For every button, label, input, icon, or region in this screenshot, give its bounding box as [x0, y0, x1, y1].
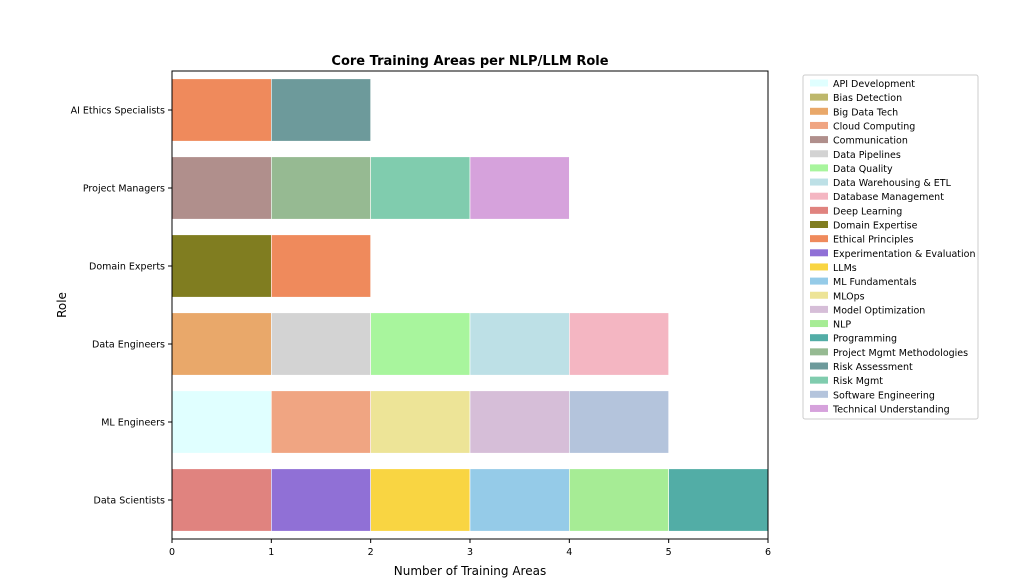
legend-swatch — [810, 277, 828, 285]
bar-data-engineers-data-pipelines — [271, 312, 371, 376]
legend-label: Domain Expertise — [833, 221, 918, 232]
legend-swatch — [810, 235, 828, 243]
bar-ml-engineers-software-engineering — [569, 390, 669, 454]
bar-ml-engineers-mlops — [370, 390, 471, 454]
x-axis-label: Number of Training Areas — [394, 564, 546, 578]
legend-label: Risk Assessment — [833, 362, 913, 373]
legend-swatch — [810, 221, 828, 228]
bar-ml-engineers-model-optimization — [469, 390, 570, 454]
legend-label: Data Quality — [833, 164, 893, 175]
bar-data-engineers-big-data-tech — [171, 312, 272, 376]
bar-data-scientists-nlp — [569, 468, 669, 532]
legend-label: Software Engineering — [833, 390, 935, 401]
x-axis: 0 1 2 3 4 5 6 — [169, 539, 771, 558]
y-axis: Data Scientists ML Engineers Data Engineer… — [71, 106, 172, 507]
legend-swatch — [810, 79, 828, 87]
legend-swatch — [810, 404, 828, 412]
legend-swatch — [810, 178, 828, 186]
y-tick-label: Domain Experts — [89, 262, 165, 273]
y-tick-label: Project Managers — [83, 184, 165, 195]
x-tick-label: 1 — [268, 547, 274, 558]
bar-project-managers-communication — [171, 156, 272, 220]
legend-label: Risk Mgmt — [833, 376, 883, 387]
bar-data-engineers-database-management — [569, 312, 669, 376]
bar-data-scientists-ml-fundamentals — [469, 468, 570, 532]
legend-swatch — [810, 376, 828, 384]
bar-data-scientists-llms — [370, 468, 471, 532]
legend-swatch — [810, 164, 828, 172]
bar-project-managers-technical-understanding — [469, 156, 570, 220]
legend-label: Experimentation & Evaluation — [833, 249, 975, 260]
y-tick-label: ML Engineers — [101, 418, 165, 429]
legend-swatch — [810, 291, 828, 299]
legend-label: NLP — [833, 320, 851, 331]
legend-label: API Development — [833, 79, 915, 90]
legend-swatch — [810, 121, 828, 129]
legend-swatch — [810, 320, 828, 328]
x-tick-label: 6 — [765, 547, 771, 558]
bar-domain-experts-domain-expertise — [171, 234, 272, 298]
legend-label: Communication — [833, 136, 908, 147]
legend: API Development Bias Detection Big Data Te… — [802, 74, 979, 420]
legend-label: Data Pipelines — [833, 150, 901, 161]
legend-label: ML Fundamentals — [833, 277, 917, 288]
legend-swatch — [810, 249, 828, 257]
legend-label: LLMs — [833, 263, 857, 274]
legend-swatch — [810, 206, 828, 214]
y-axis-label: Role — [55, 292, 69, 318]
x-tick-label: 2 — [368, 547, 374, 558]
legend-label: Technical Understanding — [832, 404, 950, 415]
legend-swatch — [810, 263, 828, 271]
x-tick-label: 3 — [467, 547, 473, 558]
legend-swatch — [810, 334, 828, 342]
legend-swatch — [810, 136, 828, 144]
legend-label: Project Mgmt Methodologies — [833, 348, 968, 359]
legend-swatch — [810, 362, 828, 370]
bar-data-engineers-data-warehousing-and-etl — [469, 312, 570, 376]
legend-label: Model Optimization — [833, 305, 925, 316]
bar-project-managers-risk-mgmt — [370, 156, 471, 220]
legend-label: Data Warehousing & ETL — [833, 178, 952, 189]
y-tick-label: Data Engineers — [92, 340, 165, 351]
legend-label: MLOps — [833, 291, 865, 302]
legend-label: Programming — [833, 334, 897, 345]
x-tick-label: 4 — [566, 547, 572, 558]
bars-layer — [171, 78, 769, 532]
legend-swatch — [810, 93, 828, 101]
legend-swatch — [810, 348, 828, 356]
legend-swatch — [810, 390, 828, 398]
bar-ai-ethics-specialists-risk-assessment — [271, 78, 371, 142]
legend-swatch — [810, 192, 828, 200]
legend-swatch — [810, 107, 828, 115]
y-tick-label: Data Scientists — [94, 496, 166, 507]
legend-swatch — [810, 150, 828, 158]
legend-label: Deep Learning — [833, 206, 902, 217]
bar-ml-engineers-api-development — [171, 390, 272, 454]
bar-domain-experts-ethical-principles — [271, 234, 371, 298]
legend-label: Bias Detection — [833, 93, 902, 104]
bar-data-scientists-experimentation-and-evaluation — [271, 468, 371, 532]
bar-data-scientists-programming — [668, 468, 769, 532]
legend-label: Database Management — [833, 192, 944, 203]
bar-data-engineers-data-quality — [370, 312, 471, 376]
chart-title: Core Training Areas per NLP/LLM Role — [331, 54, 608, 69]
bar-ai-ethics-specialists-ethical-principles — [171, 78, 272, 142]
x-tick-label: 0 — [169, 547, 175, 558]
legend-label: Ethical Principles — [833, 235, 914, 246]
bar-project-managers-project-mgmt-methodologies — [271, 156, 371, 220]
legend-label: Cloud Computing — [833, 121, 915, 132]
y-tick-label: AI Ethics Specialists — [71, 106, 165, 117]
x-tick-label: 5 — [666, 547, 672, 558]
bar-data-scientists-deep-learning — [171, 468, 272, 532]
legend-frame — [802, 74, 979, 420]
legend-swatch — [810, 305, 828, 313]
bar-ml-engineers-cloud-computing — [271, 390, 371, 454]
legend-label: Big Data Tech — [833, 107, 898, 118]
